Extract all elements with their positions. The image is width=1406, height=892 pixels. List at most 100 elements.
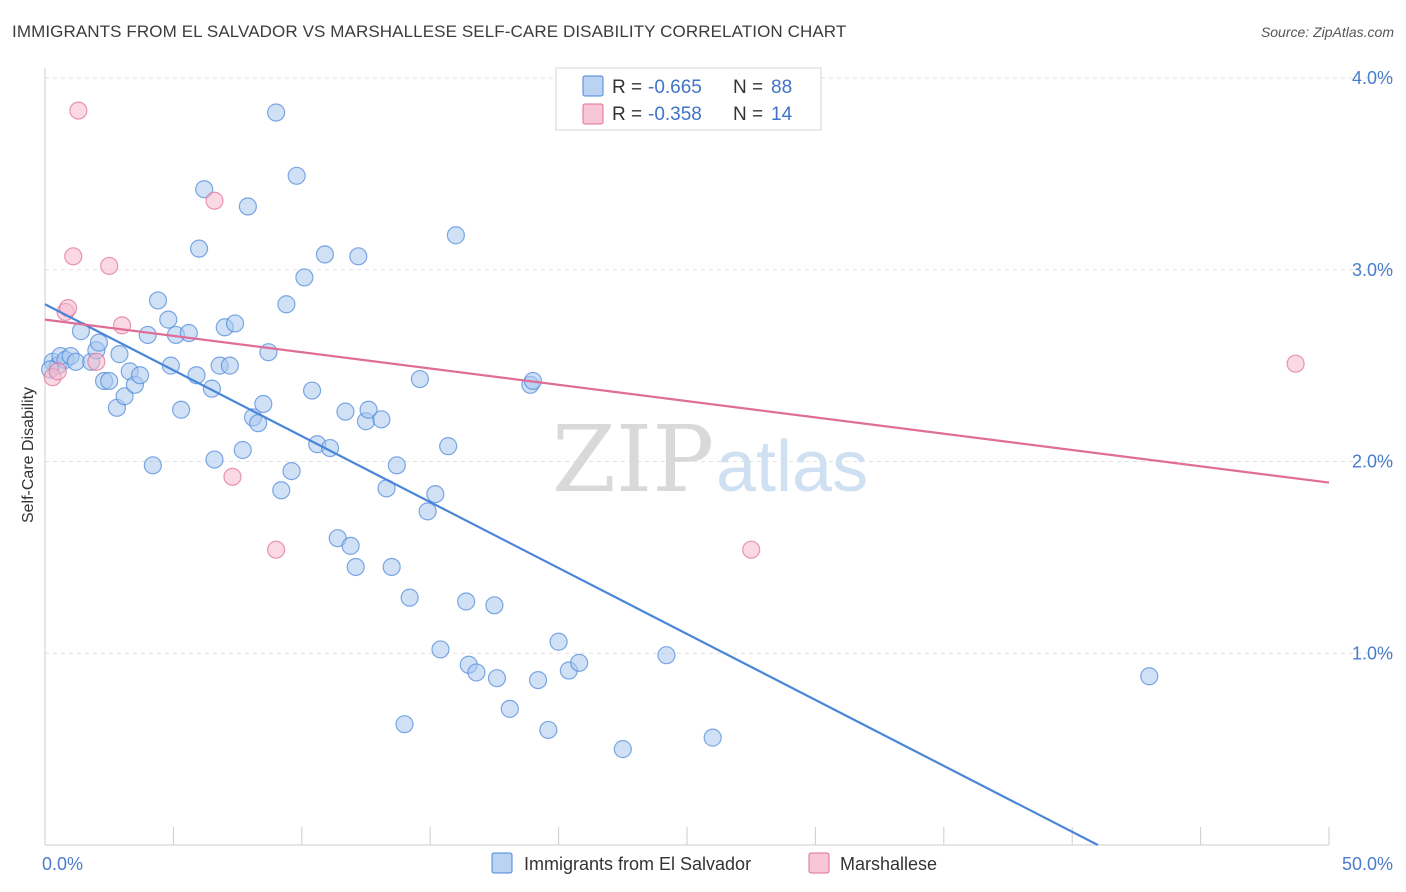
point-s0-43 xyxy=(277,295,296,314)
point-s1-1 xyxy=(48,362,67,381)
point-s1-9 xyxy=(205,191,224,210)
y-tick-label-1: 2.0% xyxy=(1352,452,1393,472)
source-credit: Source: ZipAtlas.com xyxy=(1260,24,1394,40)
point-s0-62 xyxy=(395,715,414,734)
point-s1-6 xyxy=(87,352,106,371)
point-s0-18 xyxy=(138,325,157,345)
watermark-zip: ZIP xyxy=(552,406,714,513)
watermark: ZIP atlas xyxy=(552,406,868,513)
point-s0-68 xyxy=(439,437,458,456)
point-s0-17 xyxy=(130,366,150,385)
legend-swatch-1 xyxy=(582,103,604,125)
point-s0-74 xyxy=(487,669,507,688)
legend-swatch-0 xyxy=(582,75,604,97)
y-tick-label-2: 3.0% xyxy=(1352,260,1393,280)
point-s0-53 xyxy=(341,536,360,555)
point-s1-4 xyxy=(64,247,83,266)
point-s1-13 xyxy=(1286,354,1305,373)
point-s0-28 xyxy=(195,180,214,199)
legend-r-label-1: R = xyxy=(612,104,642,125)
legend-n-value-1: 14 xyxy=(771,104,793,125)
point-s0-69 xyxy=(446,226,465,245)
legend-r-label-0: R = xyxy=(612,77,642,98)
point-s0-85 xyxy=(703,728,722,747)
series-legend-label-1: Marshallese xyxy=(840,854,937,874)
point-s0-47 xyxy=(302,381,322,400)
y-tick-label-3: 4.0% xyxy=(1352,68,1393,88)
point-s1-7 xyxy=(100,256,119,276)
legend-n-value-0: 88 xyxy=(771,77,792,98)
series-legend-swatch-0 xyxy=(491,852,513,874)
y-tick-labels: 1.0% 2.0% 3.0% 4.0% xyxy=(1352,68,1393,663)
point-s0-60 xyxy=(382,557,401,577)
point-s0-20 xyxy=(148,291,168,310)
point-s0-14 xyxy=(115,387,134,406)
point-s0-29 xyxy=(202,379,222,398)
data-points xyxy=(41,101,1305,759)
point-s0-5 xyxy=(66,352,85,371)
point-s0-72 xyxy=(467,663,486,682)
x-tick-labels: 0.0% 50.0% xyxy=(42,854,1393,874)
point-s0-24 xyxy=(172,400,191,419)
y-tick-label-0: 1.0% xyxy=(1352,643,1393,663)
series-legend-swatch-1 xyxy=(808,852,830,874)
legend-r-value-1: -0.358 xyxy=(648,104,702,125)
point-s0-75 xyxy=(500,699,519,718)
point-s0-33 xyxy=(220,356,239,375)
grid-lines xyxy=(45,77,1393,654)
point-s0-36 xyxy=(238,197,257,216)
axes xyxy=(44,68,1330,846)
trend-line-1 xyxy=(44,318,1330,484)
chart-title: IMMIGRANTS FROM EL SALVADOR VS MARSHALLE… xyxy=(12,22,847,41)
point-s1-8 xyxy=(112,316,132,335)
point-s0-46 xyxy=(295,268,314,287)
legend-r-value-0: -0.665 xyxy=(648,77,702,98)
point-s0-86 xyxy=(1140,667,1159,686)
point-s0-52 xyxy=(336,402,355,421)
point-s0-64 xyxy=(410,369,430,389)
point-s1-11 xyxy=(267,540,286,559)
point-s0-79 xyxy=(539,720,558,740)
point-s0-49 xyxy=(315,245,335,264)
point-s0-66 xyxy=(426,484,445,504)
watermark-atlas: atlas xyxy=(716,427,868,507)
series-legend: Immigrants from El Salvador Marshallese xyxy=(491,852,937,874)
point-s0-27 xyxy=(189,239,209,258)
point-s1-10 xyxy=(223,467,242,486)
legend-n-label-0: N = xyxy=(733,77,763,98)
point-s0-41 xyxy=(267,103,286,122)
point-s0-80 xyxy=(549,632,568,651)
point-s0-35 xyxy=(233,440,252,460)
point-s0-19 xyxy=(143,456,162,475)
point-s0-67 xyxy=(431,640,450,659)
point-s0-78 xyxy=(528,670,548,690)
point-s0-63 xyxy=(400,588,419,607)
point-s1-5 xyxy=(69,101,88,120)
point-s0-82 xyxy=(570,653,589,672)
x-tick-label-1: 50.0% xyxy=(1342,854,1393,874)
point-s0-13 xyxy=(110,345,129,364)
stats-legend: R = -0.665 N = 88 R = -0.358 N = 14 xyxy=(555,67,822,131)
point-s0-73 xyxy=(485,596,504,615)
point-s0-39 xyxy=(254,394,273,414)
point-s0-21 xyxy=(159,310,178,329)
y-axis-label: Self-Care Disability xyxy=(20,387,37,523)
point-s0-30 xyxy=(205,450,224,469)
point-s0-34 xyxy=(225,314,245,333)
point-s0-42 xyxy=(272,481,291,500)
series-legend-label-0: Immigrants from El Salvador xyxy=(524,854,751,874)
point-s0-70 xyxy=(457,592,476,611)
trend-line-0 xyxy=(44,303,1099,846)
point-s0-11 xyxy=(100,371,119,391)
point-s0-84 xyxy=(657,646,676,665)
point-s0-57 xyxy=(359,400,378,419)
point-s0-65 xyxy=(418,502,437,521)
point-s0-58 xyxy=(372,410,391,429)
x-tick-label-0: 0.0% xyxy=(42,854,83,874)
trend-lines xyxy=(44,303,1330,846)
point-s0-45 xyxy=(287,166,306,185)
point-s1-12 xyxy=(742,540,761,559)
point-s0-61 xyxy=(387,456,406,475)
point-s0-54 xyxy=(346,557,365,577)
